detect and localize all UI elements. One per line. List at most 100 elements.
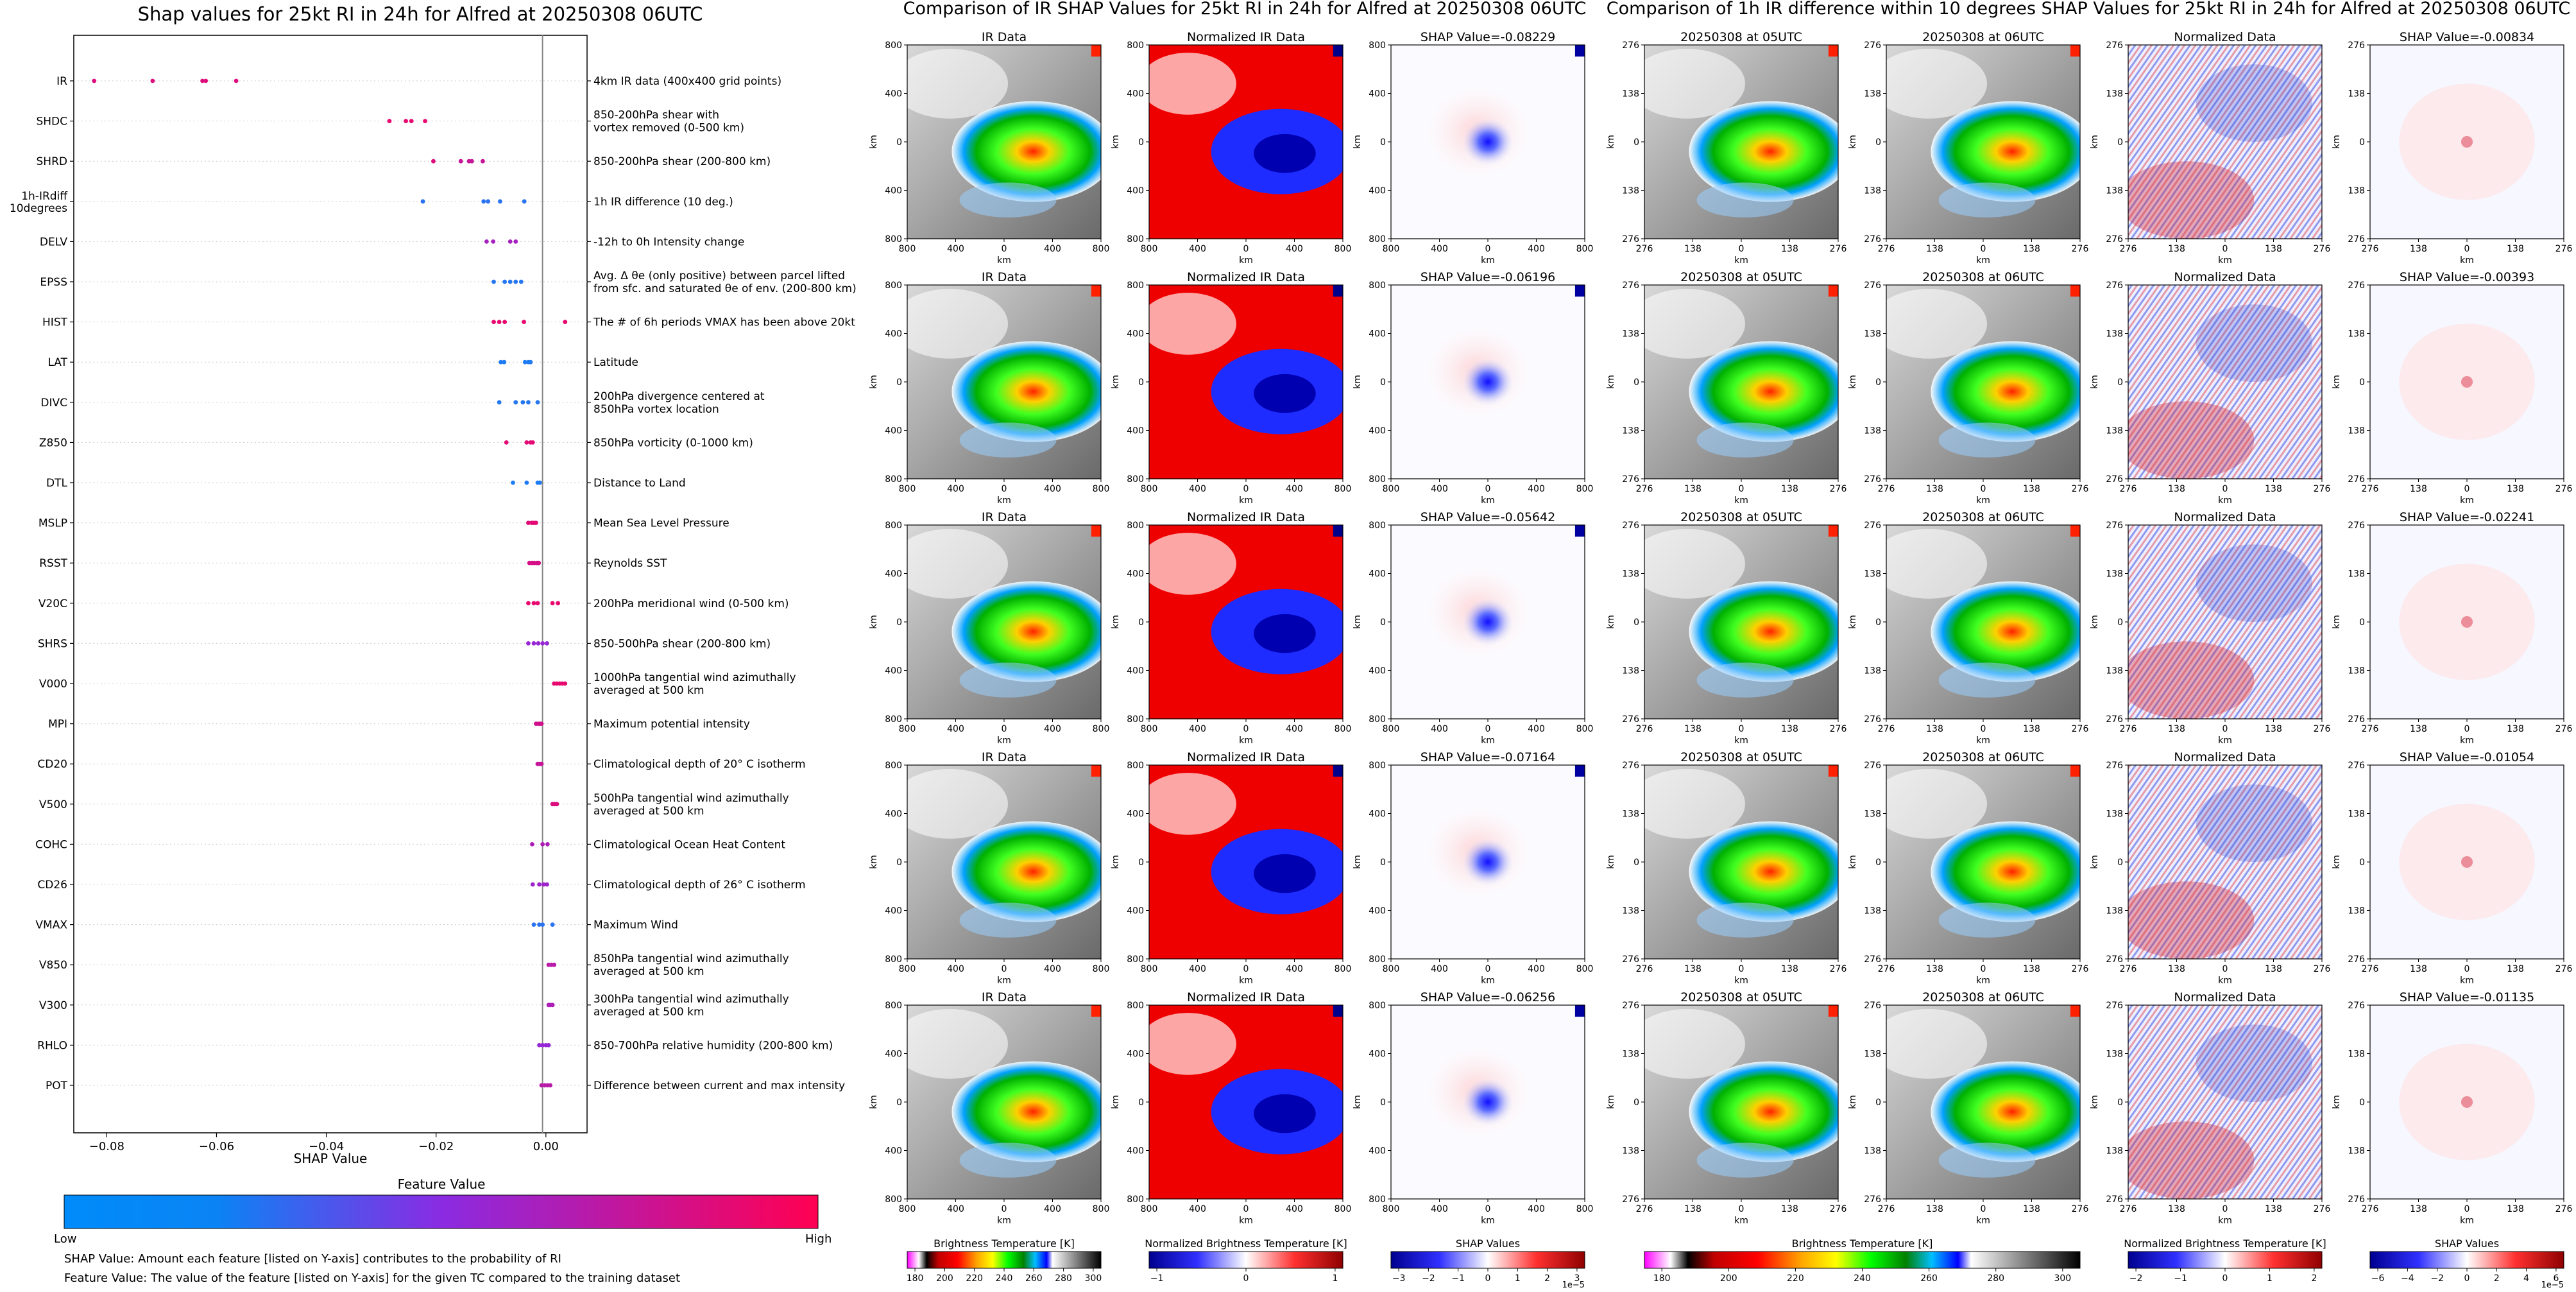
ir-corner-patch <box>1828 45 1838 57</box>
y-tick-label: 800 <box>885 954 902 965</box>
y-tick-label: 276 <box>1864 954 1881 965</box>
x-tick-label: 400 <box>1044 724 1061 734</box>
feature-label: 1h-IRdiff 10degrees <box>10 190 68 215</box>
feature-value-title: Feature Value <box>398 1176 486 1192</box>
shap-point <box>508 239 513 244</box>
y-tick-label: 276 <box>2348 1001 2365 1011</box>
y-tick-label: 276 <box>1864 761 1881 771</box>
note-shap-value: SHAP Value: Amount each feature [listed … <box>64 1252 561 1266</box>
ir-cloud-white <box>907 769 1009 839</box>
x-tick-label: 138 <box>1781 484 1798 494</box>
ir-cloud-band <box>1696 182 1794 218</box>
x-tick-label: 276 <box>1636 1204 1653 1214</box>
y-tick-label: 138 <box>2348 329 2365 340</box>
y-tick-label: 800 <box>1369 714 1386 725</box>
shap-point <box>550 1003 555 1008</box>
feature-description: 850-200hPa shear (200-800 km) <box>593 155 771 168</box>
ir-corner-patch <box>2070 1005 2080 1017</box>
x-tick-label: 800 <box>1093 484 1110 494</box>
x-axis-label: km <box>997 255 1011 266</box>
colorbar-tick-label: 200 <box>1720 1273 1737 1284</box>
x-axis-label: km <box>1976 976 1990 986</box>
subplot-image <box>2128 525 2322 719</box>
shap-point <box>526 601 531 606</box>
colorbar-tick-label: 260 <box>1920 1273 1938 1284</box>
shap-corner-patch <box>1574 765 1585 777</box>
x-tick-label: 800 <box>1383 724 1400 734</box>
x-tick-label: 276 <box>2120 484 2137 494</box>
normdiff-blue-patch <box>2196 544 2312 622</box>
normdiff-texture <box>2128 1005 2322 1199</box>
x-tick-label: 138 <box>2023 484 2040 494</box>
y-axis-label: km <box>1352 1095 1363 1109</box>
x-tick-label: 0 <box>1485 484 1491 494</box>
ir-cloud-white <box>1886 49 1988 119</box>
x-tick-label: 0 <box>2222 484 2228 494</box>
y-axis-label: km <box>2332 855 2342 869</box>
x-tick-label: 400 <box>1286 244 1303 254</box>
x-axis-label: km <box>1239 976 1253 986</box>
y-axis-label: km <box>2090 1095 2100 1109</box>
y-axis-label: km <box>1606 375 1616 389</box>
feature-label: POT <box>46 1080 68 1092</box>
y-tick-label: 138 <box>1864 1146 1881 1157</box>
subplot-image <box>1391 525 1585 719</box>
x-tick-label: 276 <box>1636 244 1653 254</box>
y-tick-label: 800 <box>885 714 902 725</box>
shap-point <box>518 279 524 284</box>
subplot-image <box>2128 285 2322 479</box>
shap-point <box>404 119 409 124</box>
y-axis-label: km <box>869 855 879 869</box>
x-tick-label: 138 <box>1684 484 1702 494</box>
norm-cloud-light <box>1149 53 1236 115</box>
ir-cloud-band <box>1938 902 2036 938</box>
x-tick-label: 400 <box>947 484 964 494</box>
shap-point <box>554 802 559 807</box>
y-tick-label: 400 <box>1369 426 1386 436</box>
y-tick-label: 0 <box>2359 137 2365 148</box>
x-axis-label: km <box>1481 1216 1495 1226</box>
feature-label: HIST <box>42 316 68 329</box>
x-tick-label: 276 <box>2555 964 2573 974</box>
feature-label: V850 <box>39 959 67 972</box>
x-tick-label: 400 <box>1431 484 1448 494</box>
shap-point <box>513 279 518 284</box>
x-tick-label: 800 <box>899 484 916 494</box>
norm-cloud-light <box>1149 1013 1236 1075</box>
x-tick-label: 276 <box>1830 724 1847 734</box>
shap-point <box>491 239 496 244</box>
y-tick-label: 138 <box>2106 569 2123 580</box>
subplot-image <box>1644 765 1838 959</box>
x-tick-label: 0 <box>1002 724 1007 734</box>
x-tick-label: 800 <box>1335 1204 1352 1214</box>
y-axis-label: km <box>1111 855 1121 869</box>
feature-label: SHRD <box>37 155 67 168</box>
normdiff-texture <box>2128 765 2322 959</box>
shap-point <box>524 480 529 485</box>
y-tick-label: 400 <box>885 906 902 917</box>
normdiff-texture <box>2128 45 2322 239</box>
x-tick-label: 0 <box>1981 964 1986 974</box>
y-tick-label: 276 <box>1622 714 1639 725</box>
colorbar-low-label: Low <box>54 1232 76 1246</box>
x-tick-label: 138 <box>2507 244 2524 254</box>
ir-convective-core <box>1689 101 1838 202</box>
x-axis-label: km <box>1239 736 1253 746</box>
x-tick-label: 0 <box>1002 1204 1007 1214</box>
norm-corner-patch <box>1333 765 1343 777</box>
y-axis-label: km <box>869 135 879 149</box>
x-tick-label: 138 <box>2507 484 2524 494</box>
x-tick-label: 138 <box>2410 244 2427 254</box>
feature-description-line: 500hPa tangential wind azimuthally <box>593 792 789 805</box>
x-tick-label: 276 <box>2362 724 2379 734</box>
subplot-title: SHAP Value=-0.00393 <box>2400 270 2534 284</box>
shap-point <box>423 119 427 124</box>
feature-description-line: The # of 6h periods VMAX has been above … <box>593 316 855 329</box>
shapdiff-center <box>2461 1096 2473 1108</box>
y-axis-label: km <box>1606 615 1616 629</box>
y-tick-label: 0 <box>2117 617 2123 628</box>
